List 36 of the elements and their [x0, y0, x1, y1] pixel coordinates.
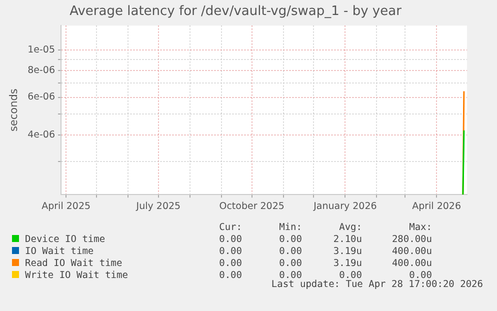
- x-tick-label: July 2025: [135, 200, 181, 212]
- y-tick-label: 8e-06: [28, 65, 56, 76]
- y-tick-label: 4e-06: [28, 129, 56, 140]
- text: Max:: [408, 222, 432, 234]
- text: Avg:: [338, 222, 362, 234]
- x-tick-label: April 2025: [42, 200, 91, 212]
- y-tick-label: 6e-06: [28, 92, 56, 103]
- text: 280.00u: [390, 234, 432, 246]
- text: 0.00: [278, 234, 302, 246]
- x-tick-label: April 2026: [412, 200, 462, 212]
- text: 3.19u: [332, 246, 362, 258]
- text: Cur:: [218, 222, 242, 234]
- text: 0.00: [218, 270, 242, 282]
- text: Last update: Tue Apr 28 17:00:20 2026: [271, 279, 483, 290]
- legend-label: IO Wait time: [24, 246, 95, 258]
- text: 0.00: [218, 258, 242, 270]
- text: 0.00: [408, 270, 432, 281]
- legend-label: Write IO Wait time: [24, 270, 129, 282]
- y-axis-title: seconds: [8, 88, 20, 132]
- text: 0.00: [279, 270, 302, 281]
- x-tick-label: January 2026: [312, 200, 377, 212]
- text: 0.00: [278, 246, 302, 258]
- text: 2.10u: [332, 234, 362, 246]
- text: Min:: [278, 222, 302, 234]
- text: 0.00: [278, 258, 302, 270]
- text: 400.00u: [390, 246, 432, 258]
- text: 0.00: [218, 234, 242, 246]
- text: 0.00: [218, 246, 242, 258]
- legend-label: Read IO Wait time: [24, 258, 124, 270]
- x-tick-label: October 2025: [219, 200, 284, 212]
- y-tick-label: 1e-05: [28, 44, 56, 56]
- text: 3.19u: [332, 258, 362, 270]
- text: 400.00u: [390, 258, 432, 270]
- legend-label: Device IO time: [24, 234, 106, 246]
- text: 0.00: [338, 270, 362, 281]
- chart-title: Average latency for /dev/vault-vg/swap_1 - by year: [70, 4, 402, 20]
